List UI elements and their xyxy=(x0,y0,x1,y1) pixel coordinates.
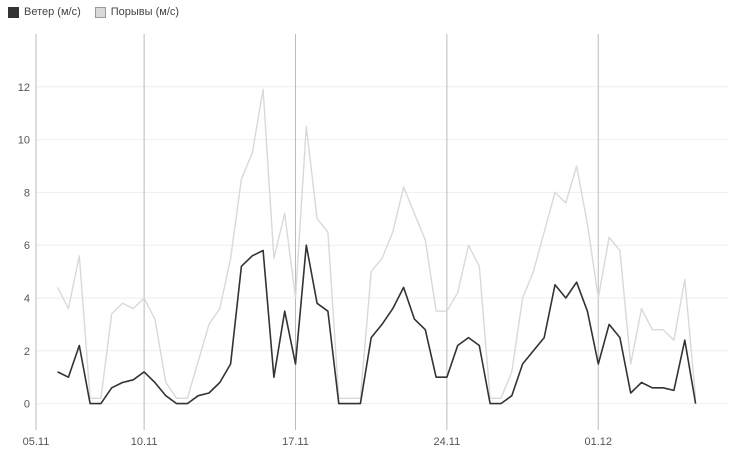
series-gusts-line xyxy=(56,88,697,399)
date-gridlines xyxy=(143,34,599,430)
x-tick-label: 05.11 xyxy=(23,436,50,448)
series-wind-line xyxy=(57,244,697,405)
series-layer xyxy=(56,88,697,405)
legend-item-wind[interactable]: Ветер (м/с) xyxy=(8,6,81,18)
legend-label-gusts: Порывы (м/с) xyxy=(110,6,180,18)
y-tick-label: 8 xyxy=(24,187,30,199)
legend-swatch-gusts xyxy=(94,6,106,18)
y-tick-label: 10 xyxy=(18,135,30,147)
grid-layer xyxy=(35,34,728,430)
y-tick-label: 6 xyxy=(24,240,30,252)
y-tick-label: 0 xyxy=(24,399,30,411)
x-axis-ticks: 05.11 10.11 17.11 24.11 01.12 xyxy=(23,436,612,448)
y-tick-label: 12 xyxy=(18,82,30,94)
x-tick-label: 01.12 xyxy=(584,436,612,448)
y-axis-ticks: 0 2 4 6 8 10 12 xyxy=(18,82,30,411)
legend-label-wind: Ветер (м/с) xyxy=(24,6,81,18)
chart-legend: Ветер (м/с) Порывы (м/с) xyxy=(8,4,193,20)
x-tick-label: 10.11 xyxy=(131,436,158,448)
y-tick-label: 4 xyxy=(24,293,30,305)
x-tick-label: 24.11 xyxy=(434,436,461,448)
y-tick-label: 2 xyxy=(24,346,30,358)
legend-item-gusts[interactable]: Порывы (м/с) xyxy=(94,6,180,18)
legend-swatch-wind xyxy=(8,6,19,18)
x-tick-label: 17.11 xyxy=(282,436,309,448)
